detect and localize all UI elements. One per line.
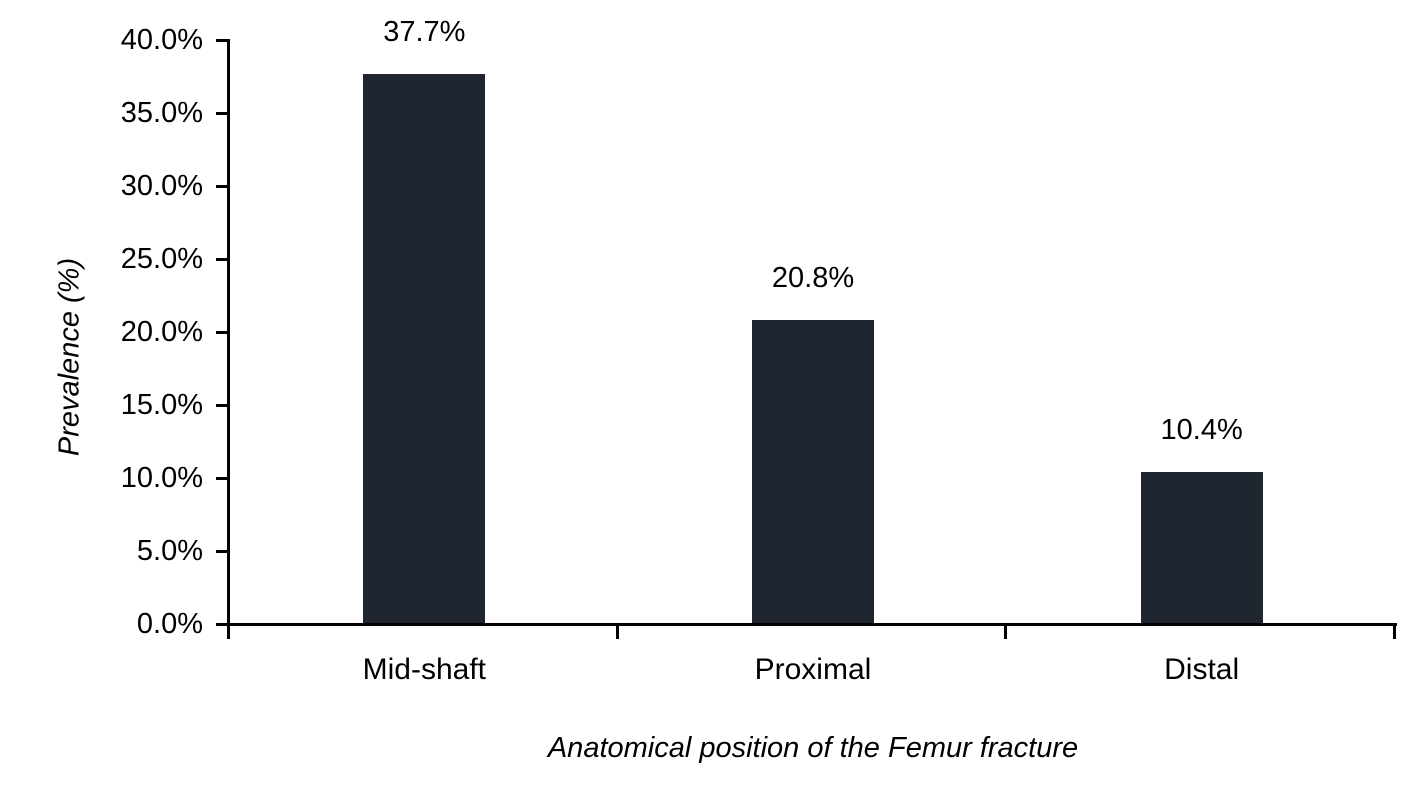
- x-tick: [1004, 622, 1008, 639]
- x-tick: [227, 622, 230, 639]
- y-tick-label: 25.0%: [120, 243, 203, 275]
- y-axis-title: Prevalence (%): [53, 257, 86, 457]
- x-tick: [615, 622, 619, 639]
- y-tick: [216, 476, 230, 480]
- bar-distal: [1140, 472, 1263, 624]
- bar-value-label: 37.7%: [383, 15, 466, 48]
- x-axis-line: [227, 622, 1397, 626]
- y-tick: [216, 111, 230, 115]
- y-tick: [216, 403, 230, 407]
- y-tick: [216, 330, 230, 334]
- y-tick: [216, 622, 230, 626]
- bar-proximal: [752, 320, 874, 624]
- x-axis-title: Anatomical position of the Femur fractur…: [547, 732, 1079, 764]
- y-tick-label: 0.0%: [136, 608, 203, 640]
- category-label-mid-shaft: Mid-shaft: [362, 653, 487, 686]
- y-tick-label: 20.0%: [120, 316, 203, 348]
- y-tick-label: 40.0%: [120, 24, 203, 56]
- bar-value-label: 20.8%: [771, 262, 855, 295]
- category-label-proximal: Proximal: [754, 653, 872, 686]
- y-tick-label: 30.0%: [120, 170, 203, 202]
- y-axis-line: [227, 38, 230, 639]
- y-tick-label: 35.0%: [120, 97, 203, 129]
- y-tick-label: 10.0%: [120, 462, 203, 494]
- y-tick-label: 15.0%: [120, 389, 203, 421]
- y-tick: [216, 38, 230, 42]
- category-label-distal: Distal: [1164, 653, 1240, 686]
- y-tick: [216, 257, 230, 261]
- y-tick: [216, 184, 230, 188]
- bar-mid-shaft: [363, 73, 486, 624]
- y-tick: [216, 549, 230, 553]
- x-tick: [1393, 622, 1396, 639]
- y-tick-label: 5.0%: [136, 535, 203, 567]
- bar-value-label: 10.4%: [1160, 414, 1243, 447]
